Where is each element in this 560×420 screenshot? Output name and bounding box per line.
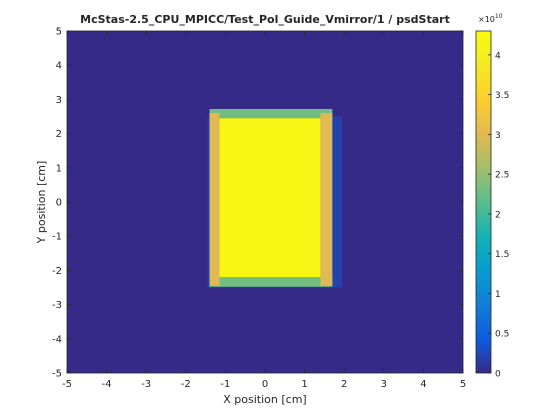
y-tick-label: -2 xyxy=(52,266,62,277)
heatmap-region-left-edge-strip xyxy=(209,113,220,286)
y-tick-label: 1 xyxy=(56,163,62,174)
chart-title: McStas-2.5_CPU_MPICC/Test_Pol_Guide_Vmir… xyxy=(80,13,450,26)
x-tick-label: -3 xyxy=(141,379,151,390)
heatmap-region-right-edge-strip xyxy=(320,113,333,286)
colorbar-tick-label: 3.5 xyxy=(495,91,509,101)
x-tick-label: 3 xyxy=(381,379,387,390)
y-tick-label: 4 xyxy=(56,61,62,72)
y-tick-label: 0 xyxy=(56,198,62,209)
heatmap-region-core xyxy=(219,118,321,278)
x-axis: -5 -4 -3 -2 -1 0 1 2 3 4 5 xyxy=(62,31,466,390)
x-tick-label: 4 xyxy=(420,379,426,390)
y-tick-label: -4 xyxy=(52,334,62,345)
x-tick-label: 5 xyxy=(460,379,466,390)
x-tick-label: -1 xyxy=(220,379,230,390)
colorbar-gradient xyxy=(475,30,492,374)
colorbar-tick-label: 1 xyxy=(495,290,501,300)
colorbar-tick-label: 2 xyxy=(495,210,501,220)
x-tick-label: 1 xyxy=(301,379,307,390)
x-tick-label: 0 xyxy=(262,379,268,390)
x-tick-label: -4 xyxy=(102,379,112,390)
x-tick-label: -2 xyxy=(181,379,191,390)
colorbar[interactable]: 0 0.5 1 1.5 2 2.5 3 3.5 4 xyxy=(475,30,509,380)
y-tick-label: 5 xyxy=(56,27,62,38)
y-tick-label: -3 xyxy=(52,300,62,311)
heatmap-region-bottom-edge-strip xyxy=(209,277,333,287)
colorbar-tick-label: 0 xyxy=(495,370,501,380)
y-tick-label: 3 xyxy=(56,95,62,106)
y-tick-label: -1 xyxy=(52,232,62,243)
y-tick-label: 2 xyxy=(56,129,62,140)
x-tick-label: 2 xyxy=(341,379,347,390)
colorbar-tick-label: 4 xyxy=(495,51,501,61)
x-axis-label: X position [cm] xyxy=(223,393,306,406)
colorbar-exponent: ×1010 xyxy=(478,13,503,24)
colorbar-tick-label: 2.5 xyxy=(495,171,509,181)
colorbar-tick-label: 0.5 xyxy=(495,330,509,340)
heatmap-region-top-edge-strip xyxy=(209,108,333,119)
colorbar-exponent-base: ×10 xyxy=(478,15,495,24)
y-axis: -5 -4 -3 -2 -1 0 1 2 3 4 5 xyxy=(52,27,463,380)
y-axis-label: Y position [cm] xyxy=(35,161,48,245)
y-tick-label: -5 xyxy=(52,369,62,380)
plot-area[interactable] xyxy=(66,30,464,374)
colorbar-tick-label: 3 xyxy=(495,131,501,141)
colorbar-exponent-power: 10 xyxy=(495,13,503,20)
x-tick-label: -5 xyxy=(62,379,72,390)
colorbar-tick-label: 1.5 xyxy=(495,250,509,260)
